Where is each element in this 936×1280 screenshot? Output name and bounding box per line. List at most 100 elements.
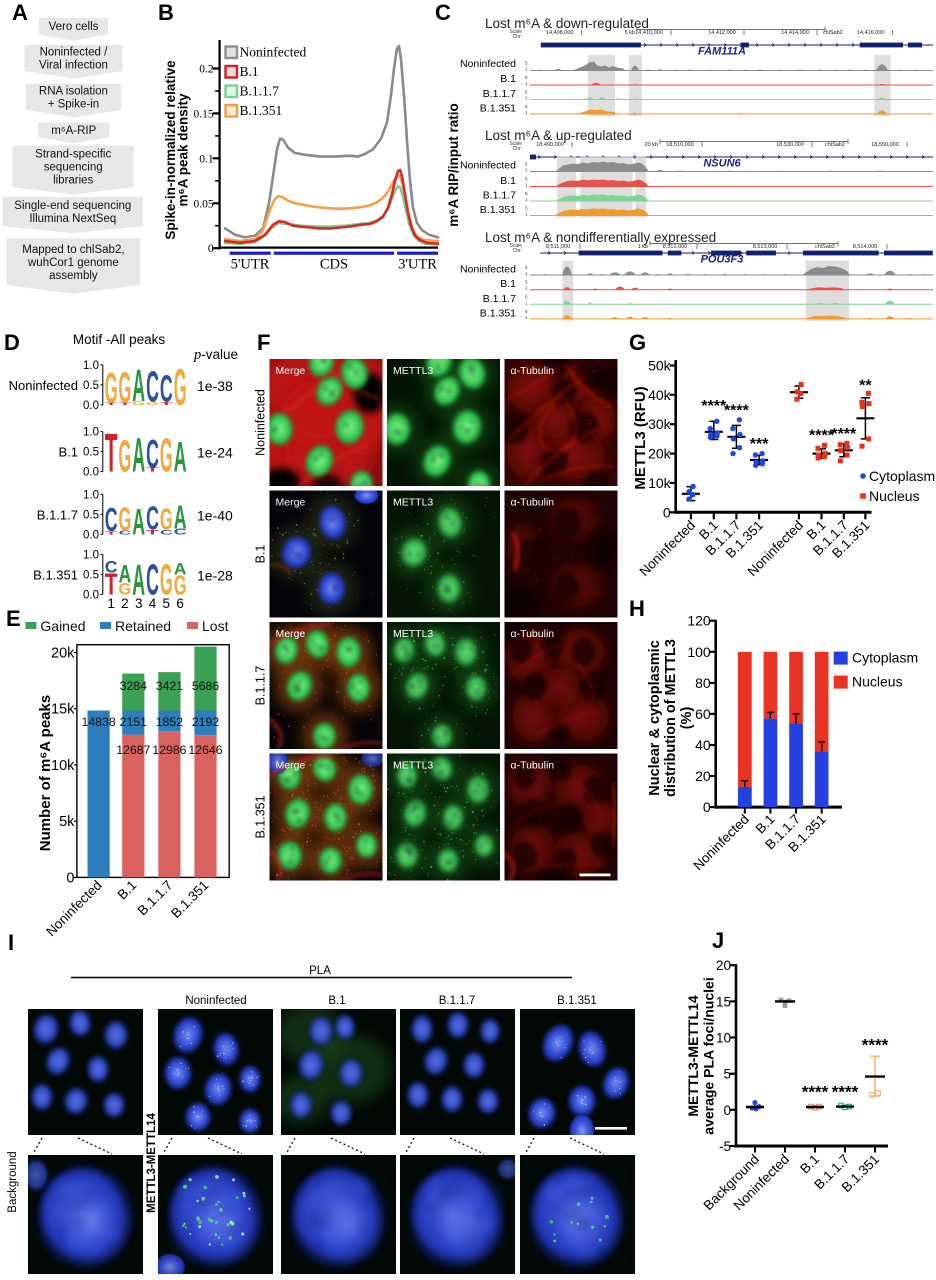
svg-text:A: A bbox=[174, 560, 187, 578]
svg-text:Noninfected: Noninfected bbox=[9, 378, 78, 393]
svg-text:12646: 12646 bbox=[188, 743, 222, 757]
svg-text:chlSab2: chlSab2 bbox=[815, 244, 835, 250]
svg-text:wuhCor1 genome: wuhCor1 genome bbox=[27, 257, 119, 269]
svg-text:****: **** bbox=[802, 1083, 829, 1102]
svg-text:2: 2 bbox=[121, 596, 129, 611]
svg-text:8,512,000: 8,512,000 bbox=[663, 244, 687, 250]
svg-text:B.1: B.1 bbox=[114, 878, 139, 903]
svg-text:G: G bbox=[160, 556, 173, 605]
svg-text:18,530,000: 18,530,000 bbox=[776, 142, 804, 148]
svg-text:0.0: 0.0 bbox=[83, 467, 99, 479]
svg-text:4: 4 bbox=[149, 596, 157, 611]
svg-text:G: G bbox=[119, 580, 132, 598]
svg-text:Cytoplasm: Cytoplasm bbox=[869, 468, 935, 484]
svg-text:C: C bbox=[105, 501, 118, 538]
svg-text:Noninfected: Noninfected bbox=[240, 45, 307, 60]
svg-text:Nucleus: Nucleus bbox=[869, 488, 920, 504]
svg-text:G: G bbox=[146, 401, 159, 406]
svg-text:***: *** bbox=[750, 436, 769, 453]
svg-text:Noninfected: Noninfected bbox=[460, 160, 516, 172]
svg-text:G: G bbox=[160, 427, 173, 482]
svg-text:C: C bbox=[174, 527, 187, 537]
svg-text:5: 5 bbox=[525, 191, 528, 196]
svg-text:2192: 2192 bbox=[192, 715, 220, 729]
svg-text:α-Tubulin: α-Tubulin bbox=[511, 760, 555, 772]
svg-text:0: 0 bbox=[208, 243, 214, 255]
svg-text:5686: 5686 bbox=[192, 679, 220, 693]
svg-text:5: 5 bbox=[525, 206, 528, 211]
svg-text:1e-24: 1e-24 bbox=[197, 445, 233, 461]
svg-text:A: A bbox=[132, 502, 145, 543]
svg-text:0: 0 bbox=[723, 1103, 731, 1118]
svg-text:sequencing: sequencing bbox=[44, 162, 103, 174]
svg-text:A: A bbox=[174, 498, 187, 535]
svg-text:Retained: Retained bbox=[115, 618, 171, 634]
svg-text:C: C bbox=[146, 364, 159, 413]
svg-text:3: 3 bbox=[135, 596, 143, 611]
svg-text:5: 5 bbox=[525, 104, 528, 109]
svg-text:0.0: 0.0 bbox=[83, 400, 99, 412]
svg-text:18,510,000: 18,510,000 bbox=[666, 142, 694, 148]
svg-text:10k: 10k bbox=[648, 475, 672, 491]
svg-text:1852: 1852 bbox=[156, 715, 184, 729]
svg-text:0.5: 0.5 bbox=[83, 569, 99, 581]
svg-text:Background: Background bbox=[7, 1151, 19, 1212]
svg-text:20: 20 bbox=[695, 768, 711, 784]
svg-text:1: 1 bbox=[525, 271, 528, 276]
svg-text:****: **** bbox=[724, 402, 750, 419]
svg-text:20 kb: 20 kb bbox=[645, 142, 658, 148]
svg-text:B.1.1.7: B.1.1.7 bbox=[483, 190, 516, 202]
svg-text:METTL3-METTL14: METTL3-METTL14 bbox=[146, 1113, 158, 1213]
svg-text:B.1.1.7: B.1.1.7 bbox=[240, 84, 280, 99]
svg-text:Cytoplasm: Cytoplasm bbox=[852, 650, 918, 666]
svg-text:5: 5 bbox=[525, 75, 528, 80]
svg-text:1: 1 bbox=[525, 212, 528, 217]
svg-text:1: 1 bbox=[525, 168, 528, 173]
svg-text:NSUN6: NSUN6 bbox=[703, 158, 741, 170]
svg-text:5k: 5k bbox=[59, 814, 75, 830]
svg-text:18,490,000: 18,490,000 bbox=[536, 142, 564, 148]
svg-text:1: 1 bbox=[525, 300, 528, 305]
svg-text:5: 5 bbox=[525, 177, 528, 182]
svg-text:chlSab2: chlSab2 bbox=[823, 30, 843, 36]
svg-text:A: A bbox=[132, 361, 145, 411]
svg-text:Lost m⁶A & up-regulated: Lost m⁶A & up-regulated bbox=[485, 128, 632, 143]
svg-text:Noninfected: Noninfected bbox=[636, 518, 698, 580]
svg-text:Merge: Merge bbox=[276, 497, 306, 509]
svg-text:T: T bbox=[105, 531, 119, 536]
svg-text:1: 1 bbox=[525, 315, 528, 320]
svg-text:+ Spike-in: + Spike-in bbox=[48, 99, 99, 111]
svg-text:Merge: Merge bbox=[276, 365, 306, 377]
svg-text:0.05: 0.05 bbox=[193, 198, 213, 210]
svg-text:B.1: B.1 bbox=[328, 995, 345, 1007]
svg-text:0.2: 0.2 bbox=[199, 64, 214, 76]
svg-text:Motif -All peaks: Motif -All peaks bbox=[73, 332, 166, 347]
svg-text:Noninfected: Noninfected bbox=[185, 995, 246, 1007]
svg-text:Noninfected /: Noninfected / bbox=[40, 47, 109, 59]
svg-text:G: G bbox=[160, 503, 173, 537]
svg-text:B.1: B.1 bbox=[500, 73, 516, 85]
svg-text:METTL3: METTL3 bbox=[393, 365, 433, 377]
svg-text:α-Tubulin: α-Tubulin bbox=[511, 365, 555, 377]
svg-text:Noninfected: Noninfected bbox=[460, 58, 516, 70]
svg-text:0.15: 0.15 bbox=[193, 108, 213, 120]
svg-text:G: G bbox=[118, 500, 131, 538]
svg-text:14,414,000: 14,414,000 bbox=[781, 30, 809, 36]
svg-text:B.1.1.7: B.1.1.7 bbox=[439, 995, 475, 1007]
svg-text:Noninfected: Noninfected bbox=[690, 812, 752, 874]
svg-text:1.0: 1.0 bbox=[83, 427, 99, 439]
svg-text:0.5: 0.5 bbox=[83, 509, 99, 521]
svg-text:G: G bbox=[174, 359, 187, 417]
svg-text:C: C bbox=[105, 558, 118, 576]
svg-text:0.5: 0.5 bbox=[83, 447, 99, 459]
svg-text:****: **** bbox=[831, 426, 857, 443]
svg-text:5: 5 bbox=[723, 1067, 731, 1082]
svg-text:1: 1 bbox=[525, 197, 528, 202]
svg-text:20: 20 bbox=[716, 958, 731, 973]
svg-text:14,412,000: 14,412,000 bbox=[708, 30, 736, 36]
svg-text:G: G bbox=[119, 432, 132, 482]
svg-text:B.1.1.7: B.1.1.7 bbox=[483, 88, 516, 100]
svg-text:B.1.351: B.1.351 bbox=[168, 878, 212, 922]
svg-text:5: 5 bbox=[525, 90, 528, 95]
